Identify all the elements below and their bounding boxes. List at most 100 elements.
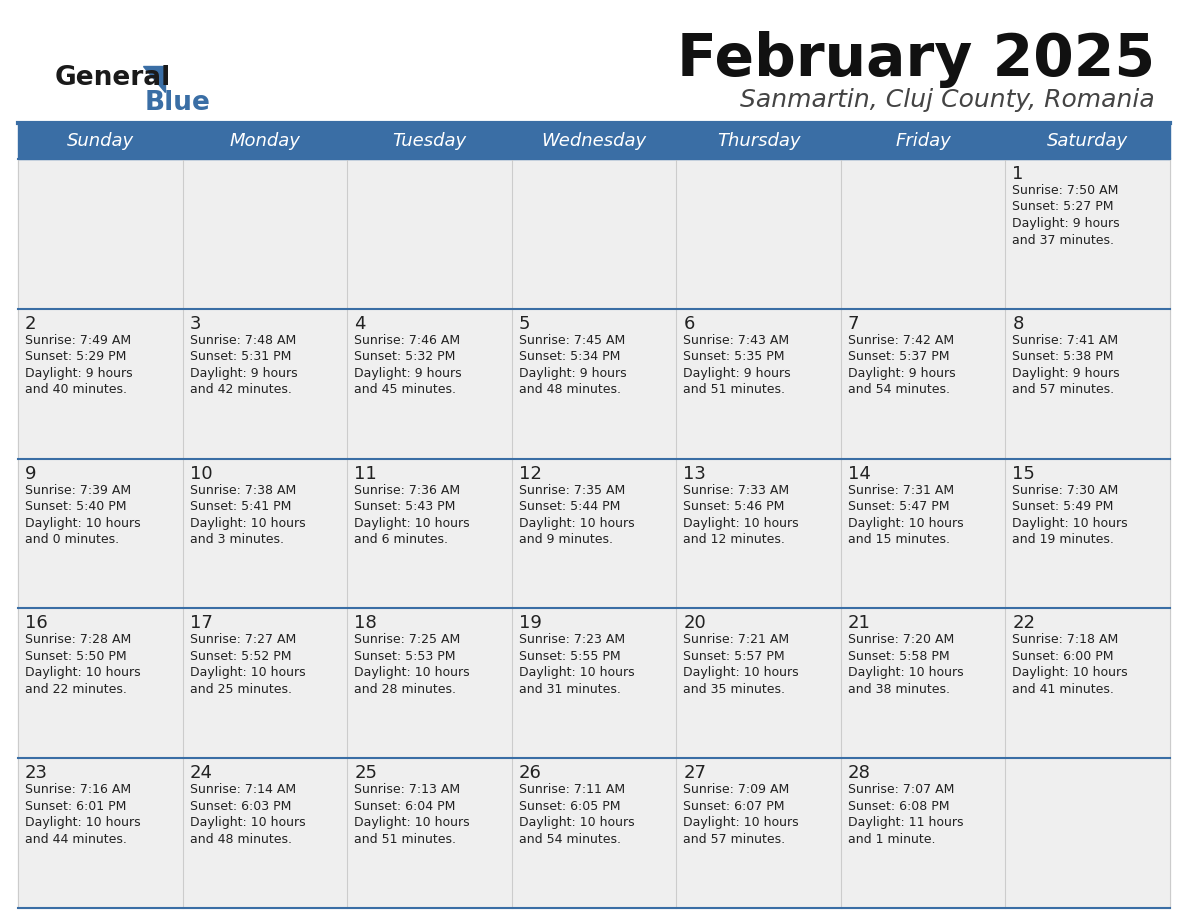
- Text: Daylight: 10 hours: Daylight: 10 hours: [683, 666, 798, 679]
- Text: Sunset: 5:44 PM: Sunset: 5:44 PM: [519, 500, 620, 513]
- Text: Sunday: Sunday: [67, 132, 134, 150]
- Text: and 35 minutes.: and 35 minutes.: [683, 683, 785, 696]
- Text: 13: 13: [683, 465, 706, 483]
- Text: 26: 26: [519, 764, 542, 782]
- Text: Sunrise: 7:13 AM: Sunrise: 7:13 AM: [354, 783, 460, 796]
- Text: Daylight: 10 hours: Daylight: 10 hours: [190, 816, 305, 829]
- Text: and 45 minutes.: and 45 minutes.: [354, 384, 456, 397]
- Text: Sunset: 5:50 PM: Sunset: 5:50 PM: [25, 650, 127, 663]
- Text: Sunset: 5:29 PM: Sunset: 5:29 PM: [25, 351, 126, 364]
- Text: and 38 minutes.: and 38 minutes.: [848, 683, 950, 696]
- Text: Sunrise: 7:49 AM: Sunrise: 7:49 AM: [25, 334, 131, 347]
- Text: and 42 minutes.: and 42 minutes.: [190, 384, 291, 397]
- Text: Sunset: 5:49 PM: Sunset: 5:49 PM: [1012, 500, 1114, 513]
- Text: and 40 minutes.: and 40 minutes.: [25, 384, 127, 397]
- Text: Sunset: 5:32 PM: Sunset: 5:32 PM: [354, 351, 455, 364]
- Text: and 48 minutes.: and 48 minutes.: [519, 384, 620, 397]
- Text: Sunrise: 7:48 AM: Sunrise: 7:48 AM: [190, 334, 296, 347]
- Text: Sunset: 5:31 PM: Sunset: 5:31 PM: [190, 351, 291, 364]
- Text: 17: 17: [190, 614, 213, 633]
- Text: 16: 16: [25, 614, 48, 633]
- Text: 2: 2: [25, 315, 37, 333]
- Text: Thursday: Thursday: [716, 132, 801, 150]
- Text: and 57 minutes.: and 57 minutes.: [1012, 384, 1114, 397]
- Text: 11: 11: [354, 465, 377, 483]
- Text: and 51 minutes.: and 51 minutes.: [683, 384, 785, 397]
- Text: Daylight: 10 hours: Daylight: 10 hours: [848, 666, 963, 679]
- Text: Sunrise: 7:33 AM: Sunrise: 7:33 AM: [683, 484, 789, 497]
- Text: 18: 18: [354, 614, 377, 633]
- Text: Sunrise: 7:23 AM: Sunrise: 7:23 AM: [519, 633, 625, 646]
- Text: Sunset: 5:47 PM: Sunset: 5:47 PM: [848, 500, 949, 513]
- Text: and 6 minutes.: and 6 minutes.: [354, 533, 448, 546]
- Text: Monday: Monday: [229, 132, 301, 150]
- Text: 15: 15: [1012, 465, 1035, 483]
- Bar: [18, 459, 1170, 609]
- Text: Daylight: 9 hours: Daylight: 9 hours: [848, 367, 955, 380]
- Text: Sunrise: 7:07 AM: Sunrise: 7:07 AM: [848, 783, 954, 796]
- Text: 27: 27: [683, 764, 707, 782]
- Text: General: General: [55, 65, 171, 91]
- Text: Sunset: 5:53 PM: Sunset: 5:53 PM: [354, 650, 456, 663]
- Text: Daylight: 9 hours: Daylight: 9 hours: [190, 367, 297, 380]
- Text: Sunrise: 7:43 AM: Sunrise: 7:43 AM: [683, 334, 789, 347]
- Text: 12: 12: [519, 465, 542, 483]
- Text: Sunset: 6:05 PM: Sunset: 6:05 PM: [519, 800, 620, 812]
- Text: Sunrise: 7:45 AM: Sunrise: 7:45 AM: [519, 334, 625, 347]
- Text: 19: 19: [519, 614, 542, 633]
- Text: and 22 minutes.: and 22 minutes.: [25, 683, 127, 696]
- Text: 6: 6: [683, 315, 695, 333]
- Text: Sunset: 5:40 PM: Sunset: 5:40 PM: [25, 500, 126, 513]
- Text: 24: 24: [190, 764, 213, 782]
- Text: and 25 minutes.: and 25 minutes.: [190, 683, 291, 696]
- Text: Wednesday: Wednesday: [542, 132, 646, 150]
- Text: Sunrise: 7:16 AM: Sunrise: 7:16 AM: [25, 783, 131, 796]
- Bar: [18, 123, 1170, 159]
- Text: Daylight: 9 hours: Daylight: 9 hours: [683, 367, 791, 380]
- Text: 4: 4: [354, 315, 366, 333]
- Text: and 57 minutes.: and 57 minutes.: [683, 833, 785, 845]
- Text: 21: 21: [848, 614, 871, 633]
- Text: Sunrise: 7:28 AM: Sunrise: 7:28 AM: [25, 633, 131, 646]
- Text: and 48 minutes.: and 48 minutes.: [190, 833, 291, 845]
- Bar: [18, 609, 1170, 758]
- Text: Sunrise: 7:39 AM: Sunrise: 7:39 AM: [25, 484, 131, 497]
- Text: Sunrise: 7:30 AM: Sunrise: 7:30 AM: [1012, 484, 1119, 497]
- Text: Sunset: 5:41 PM: Sunset: 5:41 PM: [190, 500, 291, 513]
- Text: Blue: Blue: [145, 90, 211, 116]
- Bar: [18, 758, 1170, 908]
- Text: Sunset: 6:01 PM: Sunset: 6:01 PM: [25, 800, 126, 812]
- Text: Daylight: 10 hours: Daylight: 10 hours: [190, 666, 305, 679]
- Text: and 54 minutes.: and 54 minutes.: [519, 833, 620, 845]
- Bar: [18, 159, 1170, 308]
- Text: 5: 5: [519, 315, 530, 333]
- Text: and 54 minutes.: and 54 minutes.: [848, 384, 950, 397]
- Text: Sunrise: 7:46 AM: Sunrise: 7:46 AM: [354, 334, 460, 347]
- Text: Daylight: 9 hours: Daylight: 9 hours: [1012, 367, 1120, 380]
- Text: Daylight: 10 hours: Daylight: 10 hours: [1012, 517, 1129, 530]
- Text: Daylight: 10 hours: Daylight: 10 hours: [354, 517, 469, 530]
- Text: 9: 9: [25, 465, 37, 483]
- Text: 10: 10: [190, 465, 213, 483]
- Text: Daylight: 10 hours: Daylight: 10 hours: [25, 517, 140, 530]
- Text: Sunrise: 7:09 AM: Sunrise: 7:09 AM: [683, 783, 790, 796]
- Text: and 12 minutes.: and 12 minutes.: [683, 533, 785, 546]
- Text: Sunset: 6:04 PM: Sunset: 6:04 PM: [354, 800, 455, 812]
- Text: Sunrise: 7:42 AM: Sunrise: 7:42 AM: [848, 334, 954, 347]
- Text: Sunrise: 7:18 AM: Sunrise: 7:18 AM: [1012, 633, 1119, 646]
- Text: Sunrise: 7:21 AM: Sunrise: 7:21 AM: [683, 633, 789, 646]
- Text: Daylight: 10 hours: Daylight: 10 hours: [519, 816, 634, 829]
- Text: and 0 minutes.: and 0 minutes.: [25, 533, 119, 546]
- Text: Daylight: 10 hours: Daylight: 10 hours: [683, 517, 798, 530]
- Text: Sunset: 5:58 PM: Sunset: 5:58 PM: [848, 650, 949, 663]
- Text: Daylight: 10 hours: Daylight: 10 hours: [354, 816, 469, 829]
- Text: Sunrise: 7:25 AM: Sunrise: 7:25 AM: [354, 633, 461, 646]
- Text: Daylight: 9 hours: Daylight: 9 hours: [25, 367, 133, 380]
- Text: Sunrise: 7:31 AM: Sunrise: 7:31 AM: [848, 484, 954, 497]
- Text: Daylight: 9 hours: Daylight: 9 hours: [1012, 217, 1120, 230]
- Text: Sunset: 5:27 PM: Sunset: 5:27 PM: [1012, 200, 1114, 214]
- Text: and 9 minutes.: and 9 minutes.: [519, 533, 613, 546]
- Text: Sunrise: 7:27 AM: Sunrise: 7:27 AM: [190, 633, 296, 646]
- Text: and 19 minutes.: and 19 minutes.: [1012, 533, 1114, 546]
- Text: Sunrise: 7:36 AM: Sunrise: 7:36 AM: [354, 484, 460, 497]
